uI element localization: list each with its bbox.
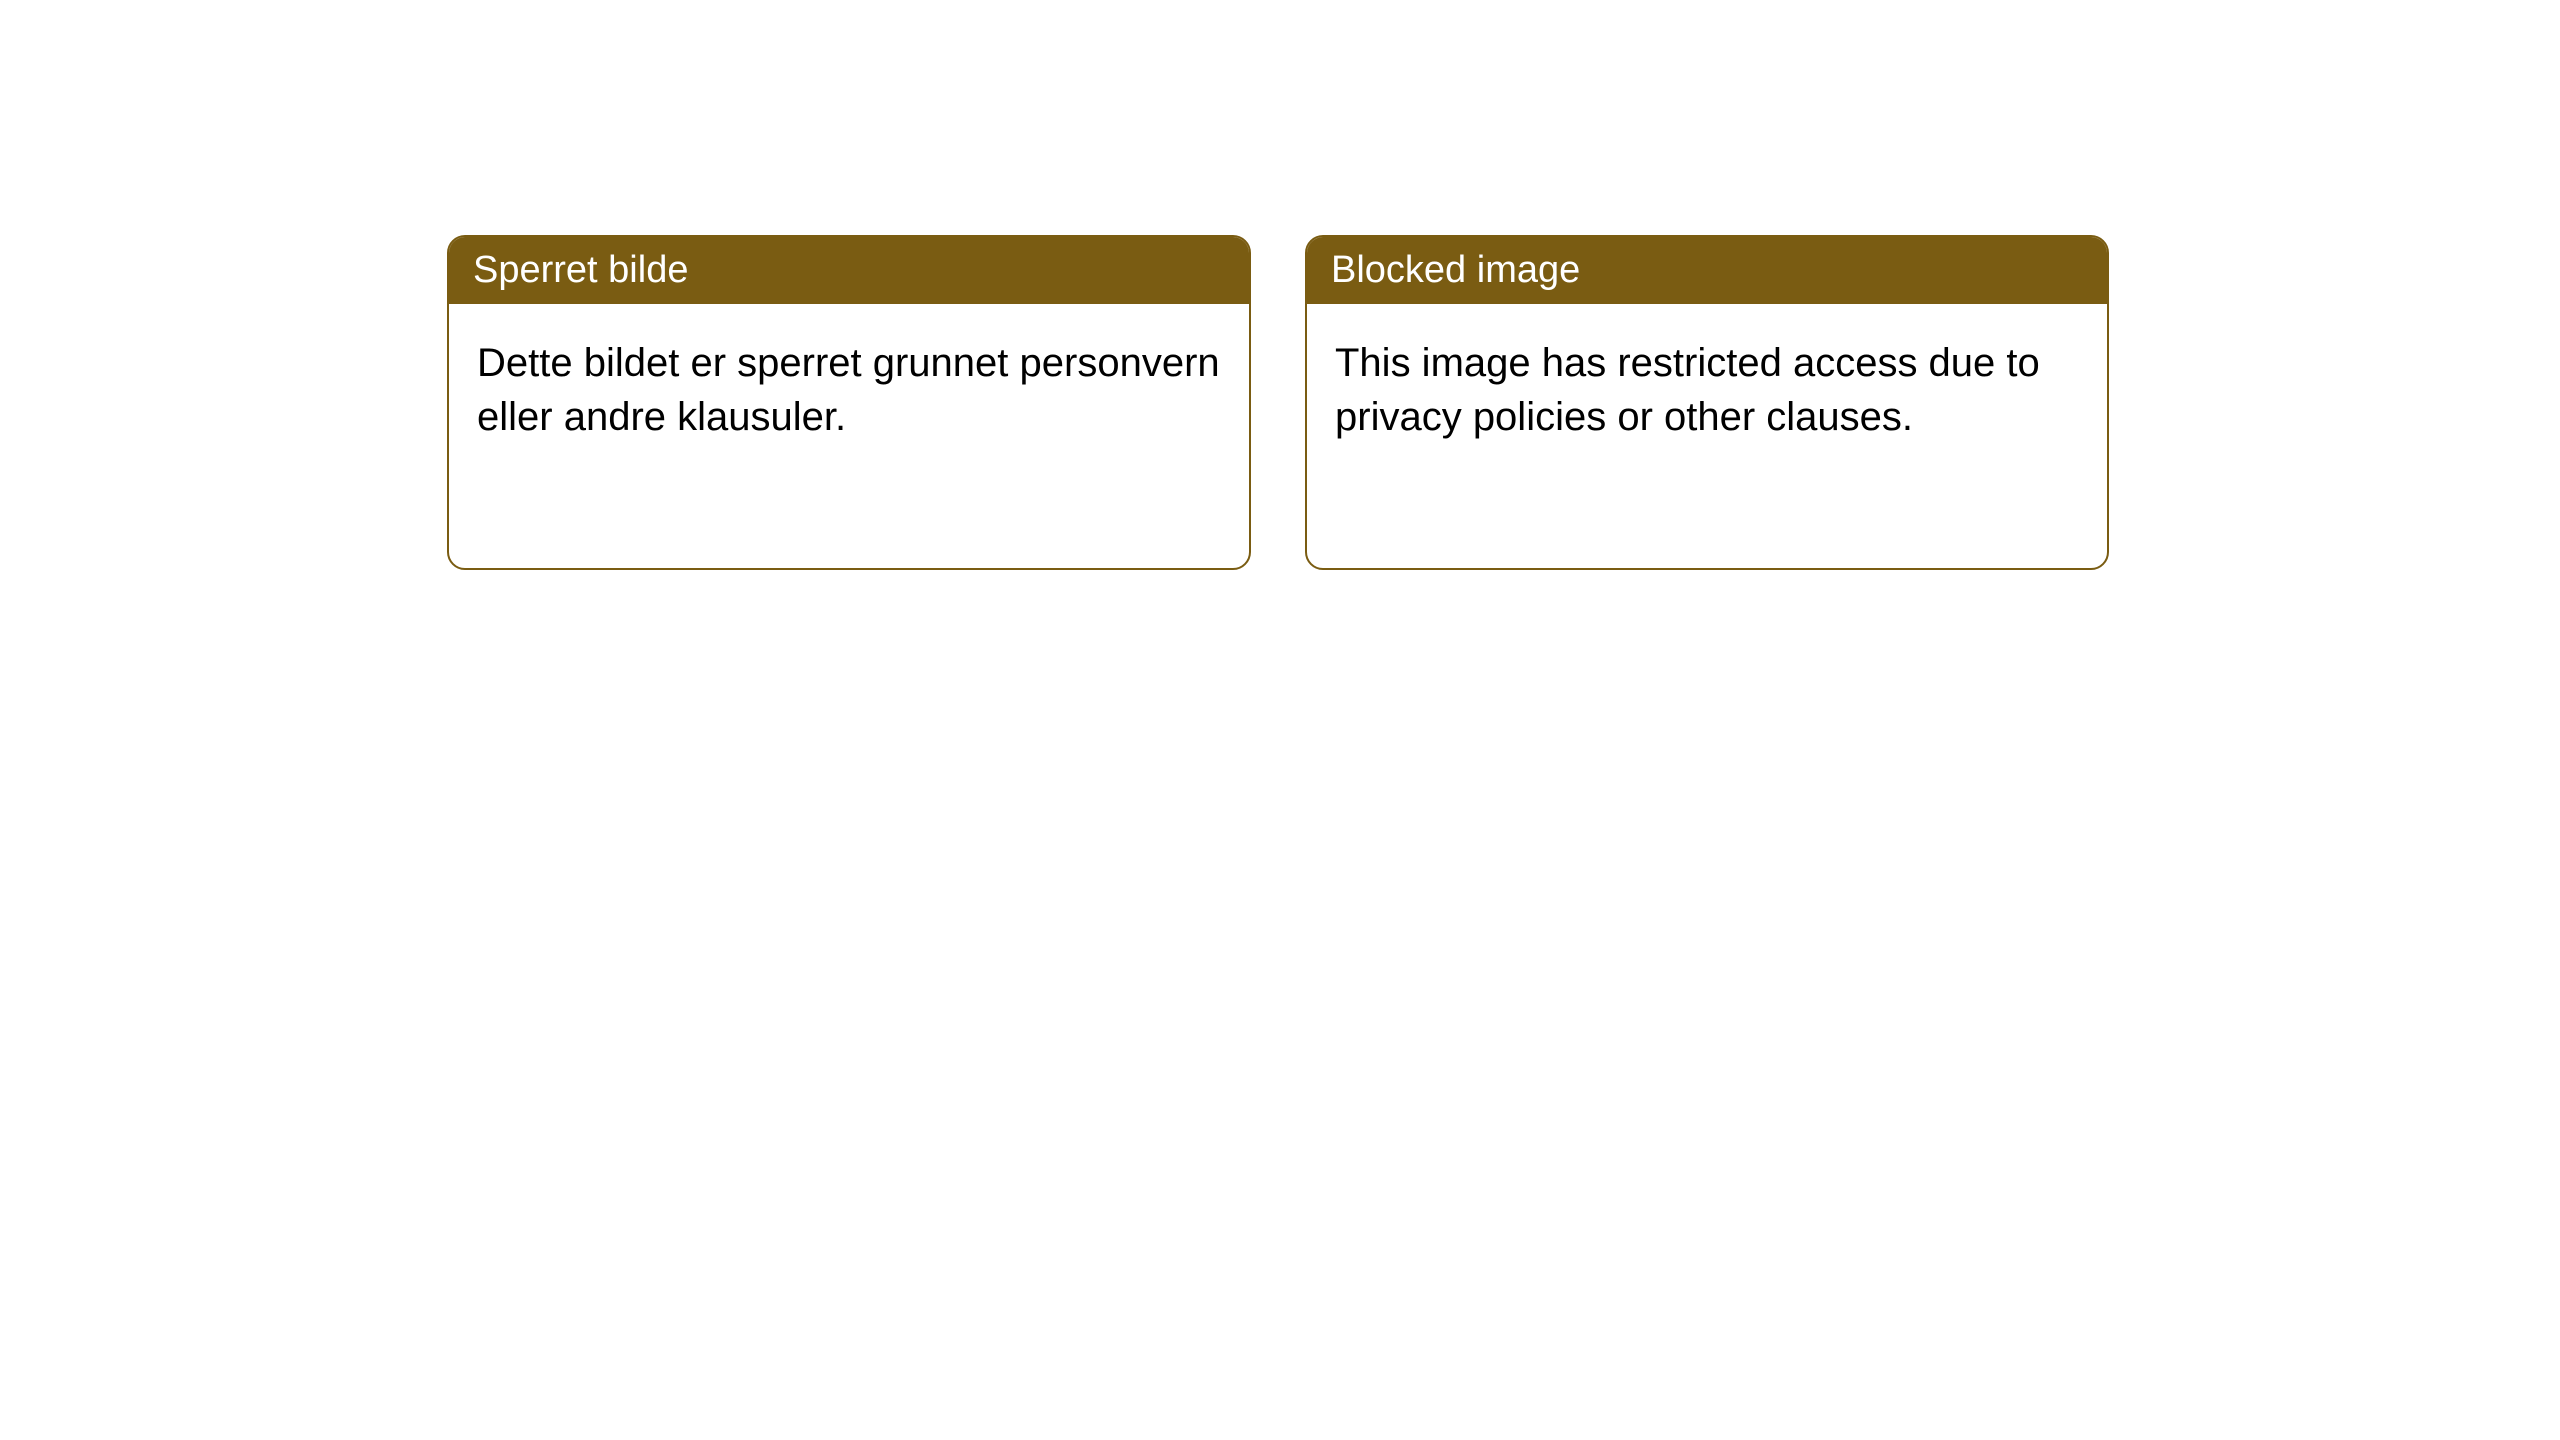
blocked-image-card-en: Blocked image This image has restricted …	[1305, 235, 2109, 570]
card-body-text-en: This image has restricted access due to …	[1335, 341, 2040, 439]
card-title-no: Sperret bilde	[473, 249, 688, 291]
card-header-en: Blocked image	[1307, 237, 2107, 304]
card-body-no: Dette bildet er sperret grunnet personve…	[449, 304, 1249, 476]
card-header-no: Sperret bilde	[449, 237, 1249, 304]
card-title-en: Blocked image	[1331, 249, 1580, 291]
card-body-en: This image has restricted access due to …	[1307, 304, 2107, 476]
card-body-text-no: Dette bildet er sperret grunnet personve…	[477, 341, 1220, 439]
blocked-image-card-no: Sperret bilde Dette bildet er sperret gr…	[447, 235, 1251, 570]
card-container: Sperret bilde Dette bildet er sperret gr…	[447, 235, 2109, 570]
